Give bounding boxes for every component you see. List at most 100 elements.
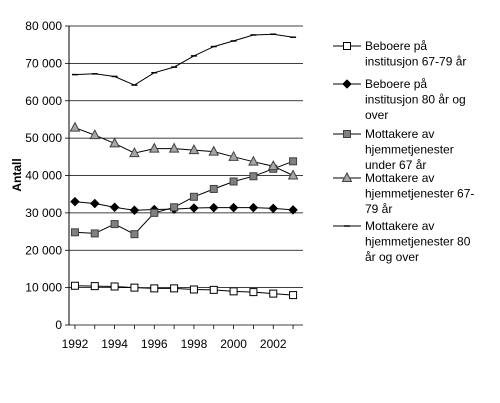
data-point-series-1 — [70, 281, 79, 290]
legend-entry-2: Beboere på institusjon 80 år og over — [333, 77, 466, 122]
legend-marker — [343, 130, 351, 138]
data-point-series-3 — [229, 177, 238, 186]
series-markers — [69, 33, 299, 300]
legend-marker — [341, 171, 353, 182]
y-tick-label: 30 000 — [25, 206, 62, 220]
legend-label: Beboere på institusjon 67-79 år — [365, 39, 466, 69]
data-point-series-4 — [129, 147, 140, 158]
data-point-series-4 — [109, 137, 120, 148]
data-point-series-1 — [110, 282, 119, 291]
x-tick-label: 1998 — [181, 337, 208, 351]
data-point-series-4 — [168, 142, 180, 153]
data-point-series-4 — [267, 160, 279, 171]
series-line-1 — [74, 285, 294, 296]
y-axis-title: Antall — [10, 158, 24, 191]
data-point-series-4 — [248, 155, 259, 166]
data-point-series-4 — [69, 121, 81, 132]
series-line-3 — [74, 160, 294, 235]
series-line-4 — [74, 127, 294, 176]
legend-label-line: Mottakere av — [365, 171, 434, 185]
data-point-series-3 — [70, 228, 79, 237]
legend-label-line: Mottakere av — [365, 219, 434, 233]
data-point-series-2 — [129, 205, 140, 216]
x-tick-label: 1996 — [141, 337, 168, 351]
legend-marker — [342, 79, 352, 89]
data-point-series-4 — [188, 144, 200, 155]
legend-label: Beboere på institusjon 80 år og over — [365, 77, 466, 122]
data-point-series-4 — [228, 150, 239, 161]
data-point-series-1 — [150, 284, 159, 293]
y-tick-label: 10 000 — [25, 281, 62, 295]
data-point-series-2 — [109, 202, 120, 213]
data-point-series-1 — [130, 283, 139, 292]
legend-entry-1: Beboere på institusjon 67-79 år — [333, 39, 466, 69]
legend-label-line: hjemmetjenester — [365, 143, 454, 157]
data-point-series-2 — [248, 202, 259, 213]
gridlines — [69, 25, 303, 326]
y-tick-label: 20 000 — [25, 243, 62, 257]
series-line-5 — [74, 33, 294, 86]
x-tick-label: 1992 — [62, 337, 89, 351]
legend-label-line: hjemmetjenester 67- — [365, 187, 474, 201]
series-line-2 — [74, 201, 294, 211]
x-tick-label: 1994 — [101, 337, 128, 351]
data-point-series-1 — [209, 285, 218, 294]
y-tick-label: 70 000 — [25, 56, 62, 70]
data-point-series-4 — [89, 129, 101, 140]
data-point-series-3 — [150, 208, 159, 217]
data-point-series-4 — [148, 142, 160, 153]
data-point-series-1 — [269, 289, 278, 298]
legend-label-line: hjemmetjenester 80 — [365, 235, 471, 249]
legend-label-line: over — [365, 108, 388, 122]
y-tick-label: 80 000 — [25, 19, 62, 33]
y-tick-label: 60 000 — [25, 94, 62, 108]
legend-label-line: Beboere på — [365, 39, 427, 53]
legend-label-line: Mottakere av — [365, 127, 434, 141]
legend-marker — [343, 42, 351, 50]
data-point-series-4 — [287, 169, 299, 180]
data-point-series-1 — [249, 288, 258, 297]
legend-label: Mottakere av hjemmetjenester 67-79 år — [365, 171, 474, 216]
data-point-series-3 — [110, 220, 119, 229]
data-point-series-3 — [90, 229, 99, 238]
data-point-series-1 — [289, 291, 298, 300]
data-point-series-2 — [228, 202, 239, 213]
data-point-series-1 — [170, 284, 179, 293]
data-point-series-1 — [189, 285, 198, 294]
legend-entry-5: Mottakere av hjemmetjenester 80 år og over — [333, 219, 471, 264]
data-point-series-4 — [208, 145, 220, 156]
y-tick-label: 40 000 — [25, 169, 62, 183]
legend-label-line: institusjon 67-79 år — [365, 55, 466, 69]
data-point-series-3 — [189, 192, 198, 201]
data-point-series-3 — [209, 184, 218, 193]
axes: 0 10 000 20 000 30 000 40 000 50 000 60 000 70 … — [25, 19, 294, 351]
legend-entry-4: Mottakere av hjemmetjenester 67-79 år — [333, 171, 474, 216]
data-point-series-3 — [130, 230, 139, 239]
legend-label: Mottakere av hjemmetjenester under 67 år — [365, 127, 454, 172]
data-point-series-2 — [268, 203, 279, 214]
data-point-series-3 — [289, 157, 298, 166]
data-point-series-2 — [189, 203, 199, 213]
data-point-series-1 — [229, 287, 238, 296]
x-tick-label: 2000 — [220, 337, 247, 351]
data-point-series-2 — [208, 202, 219, 213]
data-point-series-3 — [170, 203, 179, 212]
legend-label-line: under 67 år — [365, 158, 426, 172]
legend-label-line: institusjon 80 år og — [365, 93, 466, 107]
data-point-series-3 — [249, 172, 258, 181]
data-point-series-2 — [288, 205, 298, 215]
legend-entry-3: Mottakere av hjemmetjenester under 67 år — [333, 127, 454, 172]
y-tick-label: 0 — [55, 318, 62, 332]
x-tick-label: 2002 — [260, 337, 287, 351]
data-point-series-1 — [90, 282, 99, 291]
legend-label-line: Beboere på — [365, 77, 427, 91]
legend-label-line: år og over — [365, 250, 419, 264]
series-lines — [74, 33, 294, 296]
legend-label: Mottakere av hjemmetjenester 80 år og over — [365, 219, 471, 264]
y-tick-label: 50 000 — [25, 131, 62, 145]
data-point-series-2 — [70, 196, 80, 207]
data-point-series-2 — [89, 198, 100, 209]
